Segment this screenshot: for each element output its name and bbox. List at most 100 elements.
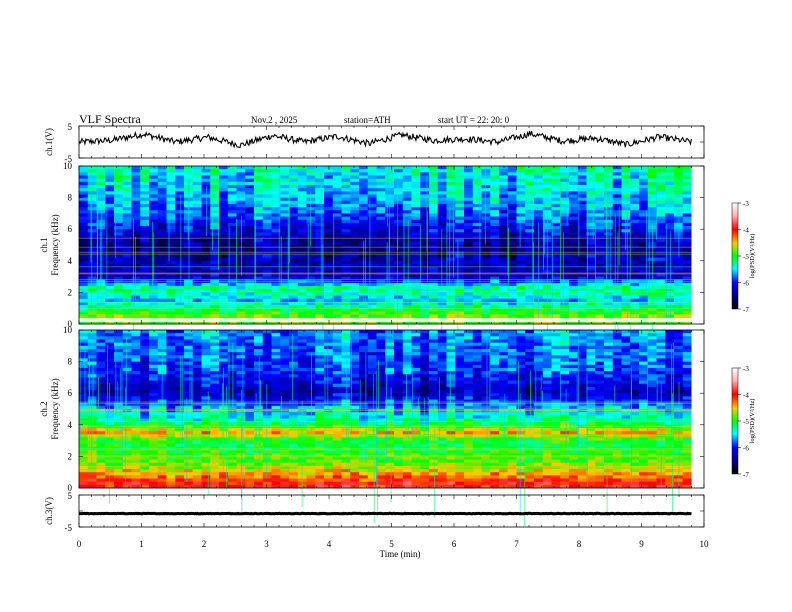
spectrogram-cell [166,311,176,315]
spectrogram-cell [350,305,360,309]
spectrogram-cell [472,367,482,372]
spectrogram-cell [420,226,430,230]
spectrogram-cell [87,345,97,350]
spectrogram-cell [551,292,561,296]
spectrogram-cell [464,267,474,271]
spectrogram-cell [122,169,132,173]
spectrogram-cell [665,282,675,287]
spectrogram-cell [595,345,605,350]
spectrogram-cell [280,342,290,347]
spectrogram-cell [586,229,596,233]
spectrogram-cell [586,267,596,271]
spectrogram-cell [402,374,412,378]
spectrogram-cell [569,377,579,381]
spectrogram-cell [534,374,544,378]
spectrogram-cell [656,377,666,381]
spectrogram-cell [507,333,517,337]
spectrogram-cell [297,194,307,198]
spectrogram-cell [490,377,500,381]
spectrogram-cell [359,197,369,202]
spectrogram-cell [665,194,675,198]
spectrogram-cell [210,320,220,325]
spectrogram-cell [394,257,404,262]
spectrogram-cell [166,367,176,372]
spectrogram-cell [595,342,605,347]
spectrogram-cell [481,333,491,337]
spectrogram-cell [682,333,692,337]
spectrogram-cell [192,342,202,347]
spectrogram-cell [289,188,299,192]
ch1-waveform-ylabel: ch.1(V) [44,128,54,156]
spectrogram-cell [245,289,255,293]
spectrogram-cell [394,361,404,366]
spectrogram-cell [499,333,509,337]
spectrogram-cell [271,172,281,176]
spectrogram-cell [385,364,395,369]
spectrogram-cell [324,301,334,306]
spectrogram-cell [525,348,535,353]
sferic-streak [100,220,101,292]
spectrogram-cell [131,251,141,255]
spectrogram-cell [402,175,412,180]
spectrogram-cell [402,336,412,340]
spectrogram-cell [324,282,334,287]
spectrogram-cell [394,292,404,296]
spectrogram-cell [516,263,526,268]
spectrogram-cell [516,371,526,375]
spectrogram-cell [586,314,596,319]
spectrogram-cell [516,229,526,233]
spectrogram-cell [402,207,412,211]
spectrogram-cell [437,345,447,350]
spectrogram-cell [534,348,544,353]
spectrogram-cell [577,314,587,319]
spectrogram-cell [472,308,482,312]
spectrogram-cell [455,248,465,252]
spectrogram-cell [359,207,369,211]
spectrogram-cell [464,282,474,287]
spectrogram-cell [402,276,412,281]
spectrogram-cell [577,320,587,325]
spectrogram-cell [402,367,412,372]
spectrogram-cell [262,267,272,271]
spectrogram-cell [499,377,509,381]
spectrogram-cell [166,181,176,186]
spectrogram-cell [464,238,474,243]
spectrogram-cell [525,238,535,243]
spectrogram-cell [210,226,220,230]
spectrogram-cell [262,286,272,290]
spectrogram-cell [507,371,517,375]
spectrogram-cell [262,314,272,319]
spectrogram-cell [446,248,456,252]
spectrogram-cell [254,222,264,227]
spectrogram-cell [604,342,614,347]
spectrogram-cell [595,210,605,214]
spectrogram-cell [551,263,561,268]
spectrogram-cell [665,377,675,381]
spectrogram-cell [262,216,272,221]
spectrogram-cell [385,260,395,265]
spectrogram-cell [289,367,299,372]
spectrogram-cell [525,345,535,350]
spectrogram-cell [271,286,281,290]
spectrogram-cell [411,314,421,319]
spectrogram-cell [122,260,132,265]
spectrogram-cell [376,330,386,334]
spectrogram-cell [604,270,614,274]
spectrogram-cell [175,348,185,353]
spectrogram-cell [481,194,491,198]
sferic-streak [543,200,544,271]
spectrogram-cell [140,210,150,214]
spectrogram-cell [254,245,264,249]
spectrogram-cell [367,301,377,306]
spectrogram-cell [604,298,614,303]
spectrogram-cell [612,197,622,202]
spectrogram-cell [324,330,334,334]
sferic-streak [533,242,534,356]
spectrogram-cell [79,371,89,375]
spectrogram-cell [621,348,631,353]
spectrogram-cell [350,295,360,300]
spectrogram-cell [166,175,176,180]
spectrogram-cell [87,289,97,293]
spectrogram-cell [140,330,150,334]
spectrogram-cell [394,238,404,243]
